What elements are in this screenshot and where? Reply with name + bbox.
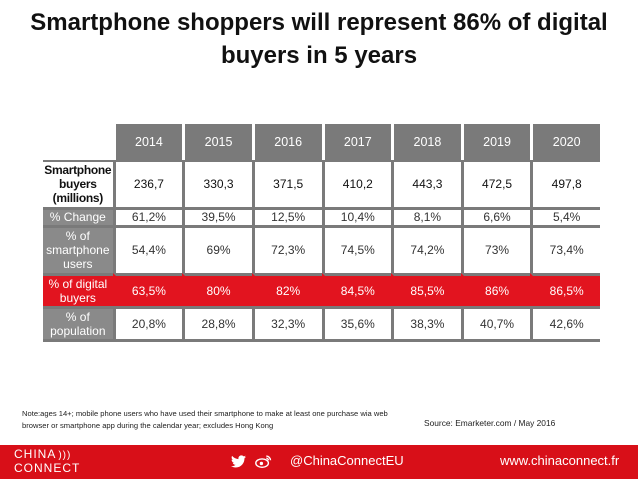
row-digital-buyers: % of digital buyers 63,5% 80% 82% 84,5% …: [43, 272, 600, 306]
table-cell: 8,1%: [391, 206, 461, 225]
weibo-icon[interactable]: [255, 452, 272, 469]
table-cell: 73%: [460, 224, 531, 273]
table-cell: 472,5: [460, 160, 531, 207]
logo-line-1: CHINA: [14, 447, 57, 461]
row-label: % of digital buyers: [43, 272, 113, 306]
table-cell: 32,3%: [251, 305, 322, 342]
table-cell: 85,5%: [391, 272, 461, 306]
table-cell: 443,3: [391, 160, 461, 207]
table-cell: 69%: [182, 224, 252, 273]
row-label: Smartphone buyers (millions): [43, 160, 113, 207]
table-cell: 35,6%: [321, 305, 392, 342]
row-label: % of population: [43, 305, 113, 342]
table-cell: 28,8%: [182, 305, 252, 342]
table-cell: 38,3%: [391, 305, 461, 342]
table-cell: 74,2%: [391, 224, 461, 273]
table-cell: 86,5%: [530, 272, 600, 306]
data-table: 2014 2015 2016 2017 2018 2019 2020 Smart…: [43, 124, 600, 342]
source-citation: Source: Emarketer.com / May 2016: [424, 418, 556, 428]
twitter-handle[interactable]: @ChinaConnectEU: [290, 453, 404, 468]
table-cell: 410,2: [321, 160, 392, 207]
forecast-table: 2014 2015 2016 2017 2018 2019 2020 Smart…: [43, 124, 600, 342]
corner-cell: [43, 124, 113, 160]
table-cell: 63,5%: [112, 272, 183, 306]
table-cell: 40,7%: [460, 305, 531, 342]
footnote: Note:ages 14+; mobile phone users who ha…: [22, 409, 388, 430]
table-cell: 61,2%: [112, 206, 183, 225]
table-cell: 72,3%: [251, 224, 322, 273]
table-cell: 80%: [182, 272, 252, 306]
twitter-icon[interactable]: [231, 452, 250, 469]
table-cell: 84,5%: [321, 272, 392, 306]
header-row: 2014 2015 2016 2017 2018 2019 2020: [43, 124, 600, 160]
website-link[interactable]: www.chinaconnect.fr: [500, 453, 620, 468]
column-header-2018: 2018: [391, 124, 461, 160]
table-cell: 236,7: [112, 160, 183, 207]
table-cell: 39,5%: [182, 206, 252, 225]
wifi-wave-icon: ))): [58, 450, 72, 461]
row-percent-change: % Change 61,2% 39,5% 12,5% 10,4% 8,1% 6,…: [43, 206, 600, 225]
social-icons: [231, 452, 277, 469]
table-cell: 20,8%: [112, 305, 183, 342]
table-cell: 6,6%: [460, 206, 531, 225]
footer-bar: [0, 445, 638, 479]
row-smartphone-buyers: Smartphone buyers (millions) 236,7 330,3…: [43, 160, 600, 207]
table-cell: 12,5%: [251, 206, 322, 225]
column-header-2020: 2020: [530, 124, 600, 160]
table-cell: 74,5%: [321, 224, 392, 273]
title-line-2: buyers in 5 years: [220, 42, 418, 69]
table-cell: 82%: [251, 272, 322, 306]
table-cell: 86%: [460, 272, 531, 306]
table-cell: 330,3: [182, 160, 252, 207]
page-title: Smartphone shoppers will represent 86% o…: [0, 6, 638, 72]
column-header-2017: 2017: [321, 124, 392, 160]
table-cell: 42,6%: [530, 305, 600, 342]
table-cell: 371,5: [251, 160, 322, 207]
row-label: % of smartphone users: [43, 224, 113, 273]
row-smartphone-users: % of smartphone users 54,4% 69% 72,3% 74…: [43, 224, 600, 273]
table-cell: 73,4%: [530, 224, 600, 273]
row-label: % Change: [43, 206, 113, 225]
column-header-2019: 2019: [460, 124, 531, 160]
column-header-2016: 2016: [251, 124, 322, 160]
column-header-2014: 2014: [112, 124, 183, 160]
table-cell: 10,4%: [321, 206, 392, 225]
table-cell: 54,4%: [112, 224, 183, 273]
table-cell: 497,8: [530, 160, 600, 207]
logo-line-2: CONNECT: [14, 461, 81, 475]
column-header-2015: 2015: [182, 124, 252, 160]
table-cell: 5,4%: [530, 206, 600, 225]
row-population: % of population 20,8% 28,8% 32,3% 35,6% …: [43, 305, 600, 342]
china-connect-logo: CHINA))) CONNECT: [14, 448, 80, 475]
title-line-1: Smartphone shoppers will represent 86% o…: [30, 9, 608, 36]
